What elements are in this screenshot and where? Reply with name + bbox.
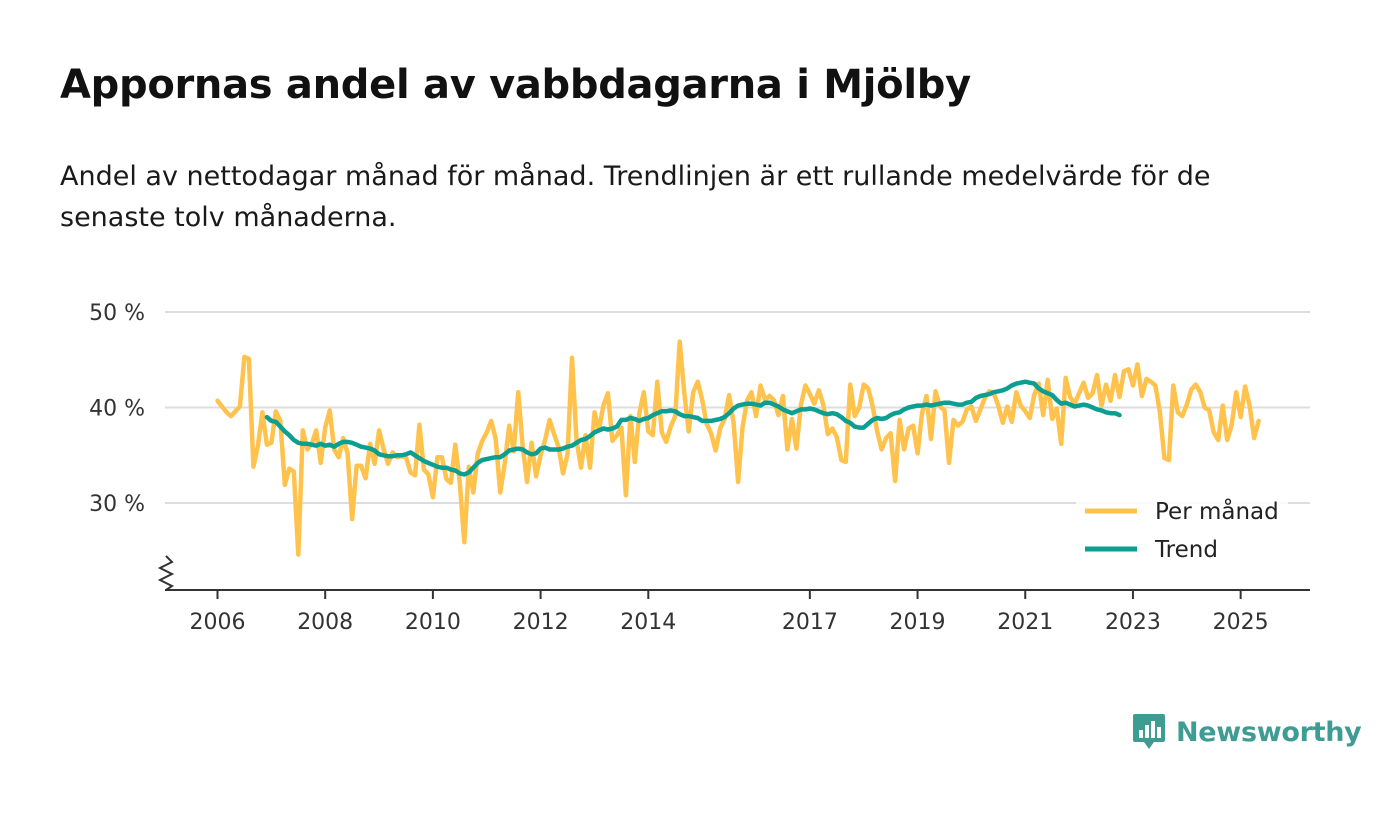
x-tick-label: 2023 xyxy=(1105,610,1161,635)
chart-title: Appornas andel av vabbdagarna i Mjölby xyxy=(60,62,971,108)
brand-logo: Newsworthy xyxy=(1132,712,1362,752)
x-tick-label: 2017 xyxy=(782,610,838,635)
y-tick-label: 30 % xyxy=(89,492,145,517)
chart-subtitle: Andel av nettodagar månad för månad. Tre… xyxy=(60,161,1211,233)
x-tick-label: 2019 xyxy=(890,610,946,635)
x-tick-label: 2025 xyxy=(1213,610,1269,635)
x-tick-label: 2021 xyxy=(997,610,1053,635)
x-axis: 2006 2008 2010 2012 2014 2017 2019 2021 2023 2025 xyxy=(157,555,1310,635)
legend-label: Trend xyxy=(1154,537,1218,563)
legend: Per månad Trend xyxy=(1076,492,1288,568)
x-tick-label: 2006 xyxy=(190,610,246,635)
x-tick-label: 2008 xyxy=(297,610,353,635)
x-tick-label: 2014 xyxy=(620,610,676,635)
newsworthy-logo-icon xyxy=(1133,714,1165,749)
y-tick-label: 50 % xyxy=(89,301,145,326)
legend-label: Per månad xyxy=(1155,497,1279,525)
y-tick-label: 40 % xyxy=(89,397,145,422)
legend-background xyxy=(1076,492,1288,568)
y-axis-labels: 30 % 40 % 50 % xyxy=(89,301,145,517)
axis-break-icon xyxy=(157,555,175,591)
series-lines xyxy=(215,339,1261,557)
x-tick-label: 2010 xyxy=(405,610,461,635)
brand-name: Newsworthy xyxy=(1176,716,1362,748)
x-tick-label: 2012 xyxy=(513,610,569,635)
series-line-trend xyxy=(264,379,1122,477)
